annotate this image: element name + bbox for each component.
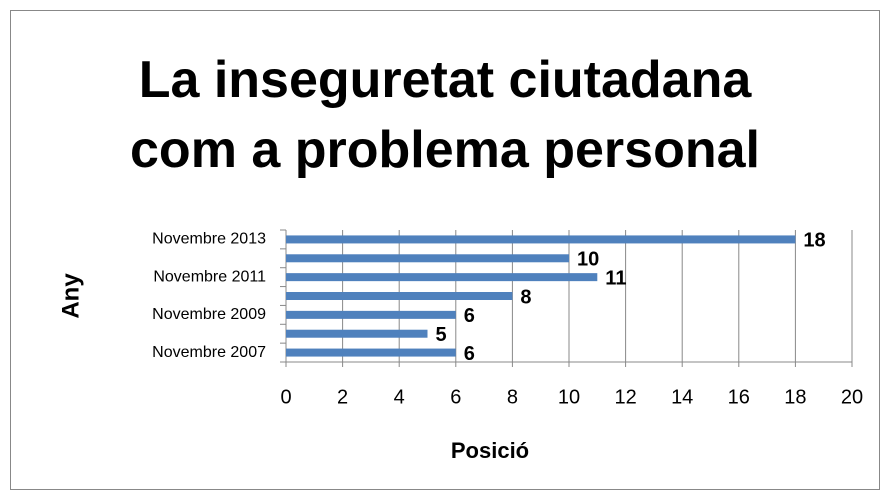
y-tick-label: Novembre 2009 [152, 306, 266, 323]
data-label: 5 [436, 324, 447, 346]
chart-title: La inseguretat ciutadana com a problema … [130, 51, 760, 179]
x-tick-label: 4 [394, 386, 405, 408]
data-label: 10 [577, 249, 599, 271]
bar [286, 348, 456, 357]
bar [286, 235, 796, 244]
bar [286, 273, 598, 282]
x-tick-label: 2 [337, 386, 348, 408]
x-tick-label: 14 [671, 386, 693, 408]
data-label: 6 [464, 305, 475, 327]
x-tick-label: 18 [784, 386, 806, 408]
data-label: 18 [803, 230, 825, 252]
y-tick-label: Novembre 2007 [152, 344, 266, 361]
bar [286, 254, 569, 263]
data-label: 6 [464, 343, 475, 365]
data-label: 11 [605, 267, 626, 289]
x-tick-label: 20 [841, 386, 863, 408]
x-tick-label: 12 [614, 386, 636, 408]
bar [286, 329, 428, 338]
x-tick-label: 10 [558, 386, 580, 408]
x-tick-label: 16 [728, 386, 750, 408]
x-tick-label: 0 [280, 386, 291, 408]
y-axis-label: Any [57, 273, 84, 319]
bar [286, 310, 456, 319]
x-tick-label: 8 [507, 386, 518, 408]
data-label: 8 [520, 286, 531, 308]
y-tick-label: Novembre 2013 [152, 231, 266, 248]
x-axis-label: Posició [451, 438, 529, 463]
bar [286, 292, 513, 300]
chart-border [10, 10, 880, 490]
y-tick-label: Novembre 2011 [153, 268, 266, 285]
x-tick-label: 6 [450, 386, 461, 408]
